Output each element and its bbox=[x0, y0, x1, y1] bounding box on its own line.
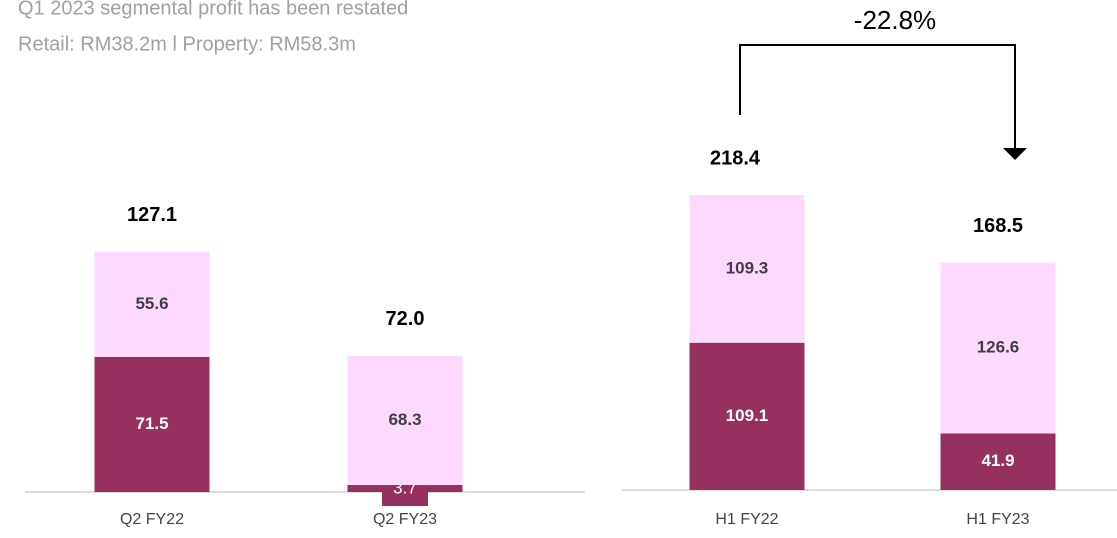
x-tick-label: Q2 FY23 bbox=[373, 511, 437, 528]
total-label: 218.4 bbox=[710, 147, 761, 169]
segment-label: 109.1 bbox=[726, 406, 769, 425]
total-label: 72.0 bbox=[386, 308, 425, 330]
segment-label: 55.6 bbox=[135, 294, 168, 313]
bar-segment bbox=[94, 251, 210, 357]
segment-label: 109.3 bbox=[726, 258, 769, 277]
x-tick-label: Q2 FY22 bbox=[120, 511, 184, 528]
note: Q1 2023 segmental profit has been restat… bbox=[18, 0, 408, 19]
bar-segment bbox=[94, 356, 210, 492]
total-label: 127.1 bbox=[127, 204, 177, 226]
total-label: 168.5 bbox=[973, 215, 1023, 237]
segment-label: 41.9 bbox=[981, 451, 1014, 470]
x-tick-label: H1 FY23 bbox=[966, 511, 1029, 528]
x-tick-label: H1 FY22 bbox=[715, 511, 778, 528]
segment-label: 71.5 bbox=[135, 414, 168, 433]
arrow-head bbox=[1003, 148, 1027, 160]
bar-segment bbox=[689, 195, 805, 343]
segment-label: 68.3 bbox=[388, 410, 421, 429]
bar-segment bbox=[940, 262, 1056, 434]
bar-segment bbox=[689, 342, 805, 490]
bar-segment bbox=[940, 433, 1056, 490]
annotation: -22.8% bbox=[854, 5, 936, 35]
note: Retail: RM38.2m l Property: RM58.3m bbox=[18, 33, 356, 55]
change-arrow bbox=[739, 44, 1016, 150]
segment-label: 126.6 bbox=[977, 337, 1020, 356]
bar-segment bbox=[347, 355, 463, 486]
